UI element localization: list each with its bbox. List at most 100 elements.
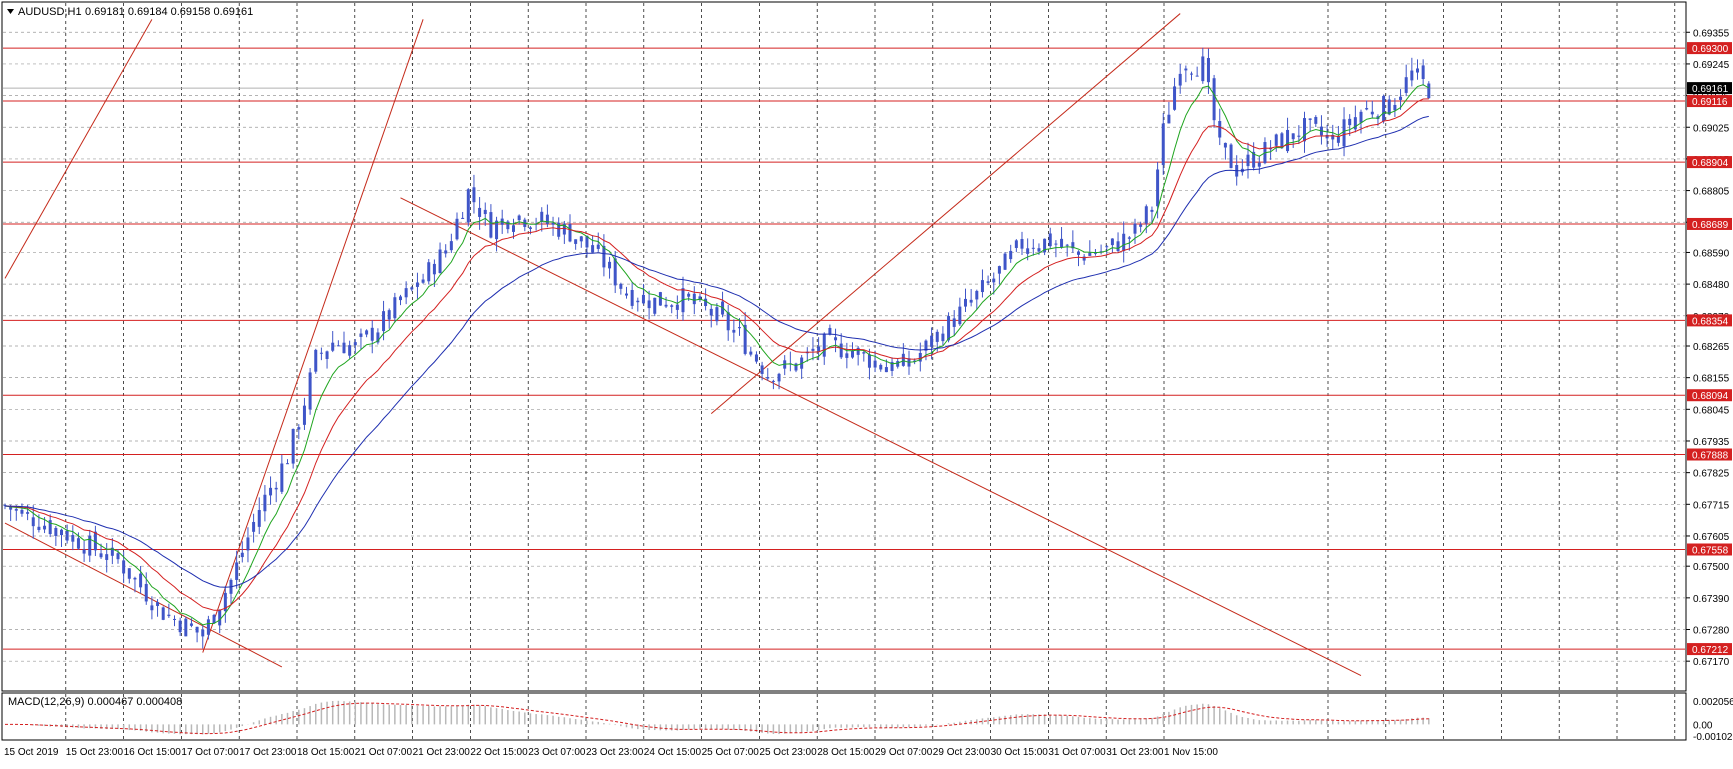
candle-body [48,520,52,535]
candle-body [14,508,18,511]
candle-body [1139,224,1143,227]
candle-body [156,602,160,606]
trendline[interactable] [400,197,1362,677]
candle-body [342,342,346,354]
candle-body [749,351,753,355]
level-price-label: 0.67558 [1692,545,1729,556]
candle-body [110,547,114,556]
candle-body [986,281,990,283]
candle-body [319,352,323,354]
trendline[interactable] [202,19,424,653]
candle-body [935,331,939,342]
candle-body [1404,77,1408,93]
main-pane-frame [1,1,1687,692]
candle-body [173,618,176,620]
candle-body [1173,86,1177,110]
candle-body [964,298,967,307]
candle-body [1370,111,1374,115]
candle-body [263,494,267,512]
candle-body [641,294,645,304]
candle-body [1280,133,1284,149]
price-tick-label: 0.69355 [1693,28,1730,39]
candle-body [71,535,75,542]
candle-body [952,318,956,327]
candle-body [280,463,284,492]
candle-body [1353,117,1357,130]
candle-body [1144,206,1148,224]
candle-body [376,332,380,343]
trendline[interactable] [4,19,153,279]
time-tick-label: 25 Oct 23:00 [759,747,817,758]
candle-body [1003,253,1007,270]
candle-body [930,335,934,347]
candle-body [286,463,289,465]
candle-body [1105,246,1109,248]
candle-body [834,337,838,341]
candle-body [201,629,205,637]
candle-body [1427,83,1431,99]
candle-body [613,258,617,286]
candle-body [867,354,871,368]
trendlines[interactable] [4,13,1362,677]
candle-body [353,342,357,346]
candle-body [1387,99,1391,115]
candle-body [43,525,47,530]
moving-average-line [4,98,1429,611]
candle-body [1308,118,1312,120]
candle-body [1190,73,1193,75]
time-tick-label: 21 Oct 07:00 [355,747,413,758]
candle-body [331,342,335,351]
candle-body [884,367,888,373]
horizontal-levels[interactable] [3,47,1685,650]
candle-body [1127,237,1131,239]
price-tick-label: 0.68805 [1693,187,1730,198]
candle-body [698,296,702,300]
time-tick-label: 31 Oct 07:00 [1048,747,1106,758]
candle-body [1122,233,1126,252]
price-tick-label: 0.67605 [1693,532,1730,543]
triangle-down-icon[interactable] [7,9,14,14]
trendline[interactable] [710,13,1181,415]
candle-body [415,282,419,287]
candle-body [348,345,352,356]
time-tick-label: 29 Oct 07:00 [875,747,933,758]
level-price-badge [1687,543,1732,556]
level-price-badge [1687,389,1732,402]
candle-body [1359,111,1363,123]
candle-body [382,311,386,332]
candle-body [297,427,301,430]
candle-body [1348,118,1352,126]
candle-body [291,428,295,464]
candle-body [478,207,482,217]
macd-tick-label: 0.002056 [1693,697,1733,708]
candle-body [3,505,7,507]
candle-body [1303,118,1306,142]
level-price-label: 0.68904 [1692,158,1729,169]
time-tick-label: 22 Oct 15:00 [470,747,528,758]
time-tick-label: 29 Oct 23:00 [933,747,991,758]
candle-body [1060,238,1064,248]
candle-body [738,327,741,329]
candle-body [105,554,109,560]
candle-body [901,353,905,366]
candle-body [1133,223,1137,234]
time-tick-label: 28 Oct 15:00 [817,747,875,758]
trendline[interactable] [4,522,283,668]
candle-body [133,577,137,580]
candle-body [336,345,340,347]
price-tick-label: 0.68155 [1693,374,1730,385]
candle-body [1088,252,1092,256]
candle-body [658,292,662,306]
price-tick-label: 0.67280 [1693,626,1730,637]
candle-body [421,279,425,283]
candle-body [1393,104,1397,111]
candle-body [997,266,1001,274]
macd-indicator: 0.002056 0.00-0.001021 [5,697,1733,743]
macd-tick-label: -0.001021 [1693,732,1733,743]
candle-body [1421,65,1425,80]
candle-body [506,221,510,230]
candle-body [1065,244,1069,246]
candle-body [1201,56,1205,82]
